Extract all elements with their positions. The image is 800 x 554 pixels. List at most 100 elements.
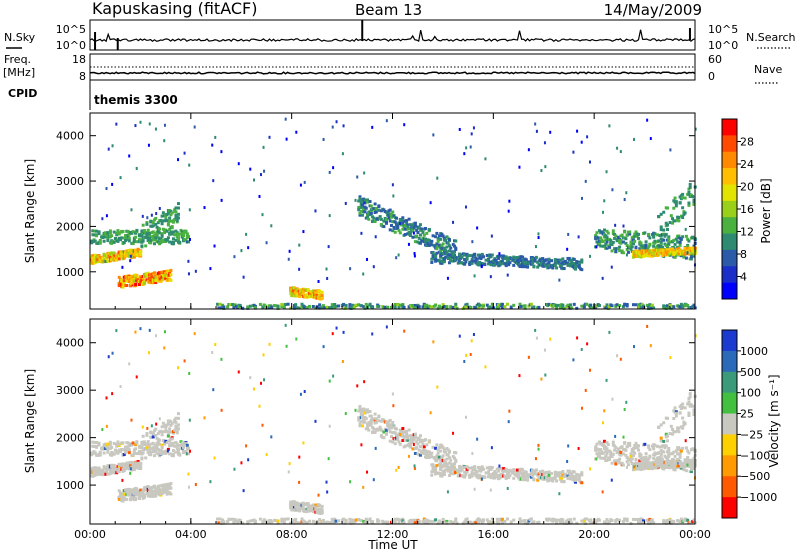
velocity-cell: [655, 444, 659, 448]
colorbar-tick-label: 28: [740, 136, 754, 149]
velocity-cell: [647, 466, 651, 470]
velocity-cell: [147, 443, 151, 447]
power-cell: [481, 304, 485, 308]
power-cell: [151, 224, 155, 228]
velocity-cell: [444, 468, 448, 472]
velocity-cell: [137, 496, 141, 500]
power-cell: [396, 224, 400, 228]
power-cell: [156, 221, 160, 225]
velocity-cell: [160, 445, 164, 449]
velocity-cell: [314, 503, 318, 507]
velocity-cell: [608, 520, 612, 524]
power-cell: [454, 302, 458, 306]
power-cell: [547, 260, 551, 264]
velocity-cell: [445, 457, 449, 461]
velocity-cell: [221, 518, 225, 522]
velocity-cell: [447, 474, 451, 478]
power-cell: [232, 306, 236, 310]
power-cell: [161, 239, 165, 243]
colorbar-swatch: [722, 168, 737, 185]
power-cell: [671, 221, 675, 225]
velocity-cell: [108, 468, 112, 472]
velocity-cell: [634, 517, 638, 521]
power-cell: [135, 166, 138, 170]
power-cell: [634, 245, 638, 249]
power-cell: [153, 271, 157, 275]
velocity-cell: [455, 521, 459, 525]
power-colorbar-label: Power [dB]: [759, 178, 773, 243]
power-cell: [174, 210, 178, 214]
power-cell: [413, 252, 416, 256]
velocity-cell: [101, 469, 105, 473]
power-cell: [281, 303, 285, 307]
velocity-cell: [418, 445, 422, 449]
velocity-cell: [401, 432, 405, 436]
velocity-cell: [442, 458, 446, 462]
velocity-cell: [649, 344, 652, 348]
power-cell: [580, 140, 583, 144]
nave-right-tick-top: 60: [708, 53, 722, 66]
velocity-cell: [512, 476, 516, 480]
power-cell: [444, 248, 448, 252]
velocity-cell: [485, 466, 489, 470]
velocity-cell: [424, 438, 428, 442]
power-cell: [555, 304, 559, 308]
power-cell: [330, 305, 334, 309]
velocity-cell: [358, 407, 362, 411]
power-cell: [297, 295, 301, 299]
velocity-cell: [512, 518, 516, 522]
velocity-cell: [274, 519, 278, 523]
power-cell: [178, 232, 182, 236]
power-cell: [280, 304, 284, 308]
power-cell: [385, 119, 388, 123]
power-cell: [418, 241, 422, 245]
velocity-cell: [440, 455, 444, 459]
noise-left-tick-top: 10^5: [56, 23, 86, 36]
velocity-cell: [490, 465, 494, 469]
power-cell: [163, 139, 166, 143]
velocity-cell: [139, 488, 143, 492]
velocity-cell: [469, 466, 473, 470]
velocity-cell: [681, 402, 685, 406]
velocity-cell: [368, 410, 372, 414]
velocity-cell: [647, 521, 651, 525]
velocity-cell: [590, 521, 594, 525]
power-cell: [151, 221, 155, 225]
power-cell: [614, 250, 618, 254]
noise-right-label: N.Search: [746, 31, 796, 44]
velocity-cell: [268, 342, 271, 346]
power-cell: [435, 247, 439, 251]
velocity-cell: [687, 414, 691, 418]
power-cell: [427, 243, 431, 247]
power-cell: [391, 210, 395, 214]
power-cell: [174, 238, 178, 242]
power-cell: [686, 245, 690, 249]
velocity-cell: [572, 517, 576, 521]
power-cell: [176, 216, 180, 220]
velocity-cell: [369, 422, 373, 426]
velocity-cell: [440, 474, 444, 478]
velocity-cell: [168, 427, 172, 431]
velocity-cell: [188, 449, 191, 453]
power-cell: [692, 198, 696, 202]
power-cell: [430, 260, 434, 264]
colorbar-swatch: [722, 233, 737, 251]
colorbar-tick-label: 20: [740, 181, 754, 194]
power-cell: [415, 234, 419, 238]
velocity-cell: [326, 490, 329, 494]
power-cell: [532, 265, 536, 269]
power-cell: [163, 231, 167, 235]
power-cell: [447, 244, 451, 248]
power-cell: [660, 246, 664, 250]
power-cell: [211, 143, 214, 147]
power-cell: [509, 305, 513, 309]
power-cell: [614, 223, 617, 227]
velocity-cell: [507, 470, 511, 474]
power-cell: [567, 232, 570, 236]
velocity-cell: [480, 465, 484, 469]
power-cell: [163, 270, 167, 274]
velocity-cell: [639, 520, 643, 524]
velocity-cell: [442, 519, 446, 523]
power-cell: [371, 306, 375, 310]
velocity-cell: [101, 447, 105, 451]
